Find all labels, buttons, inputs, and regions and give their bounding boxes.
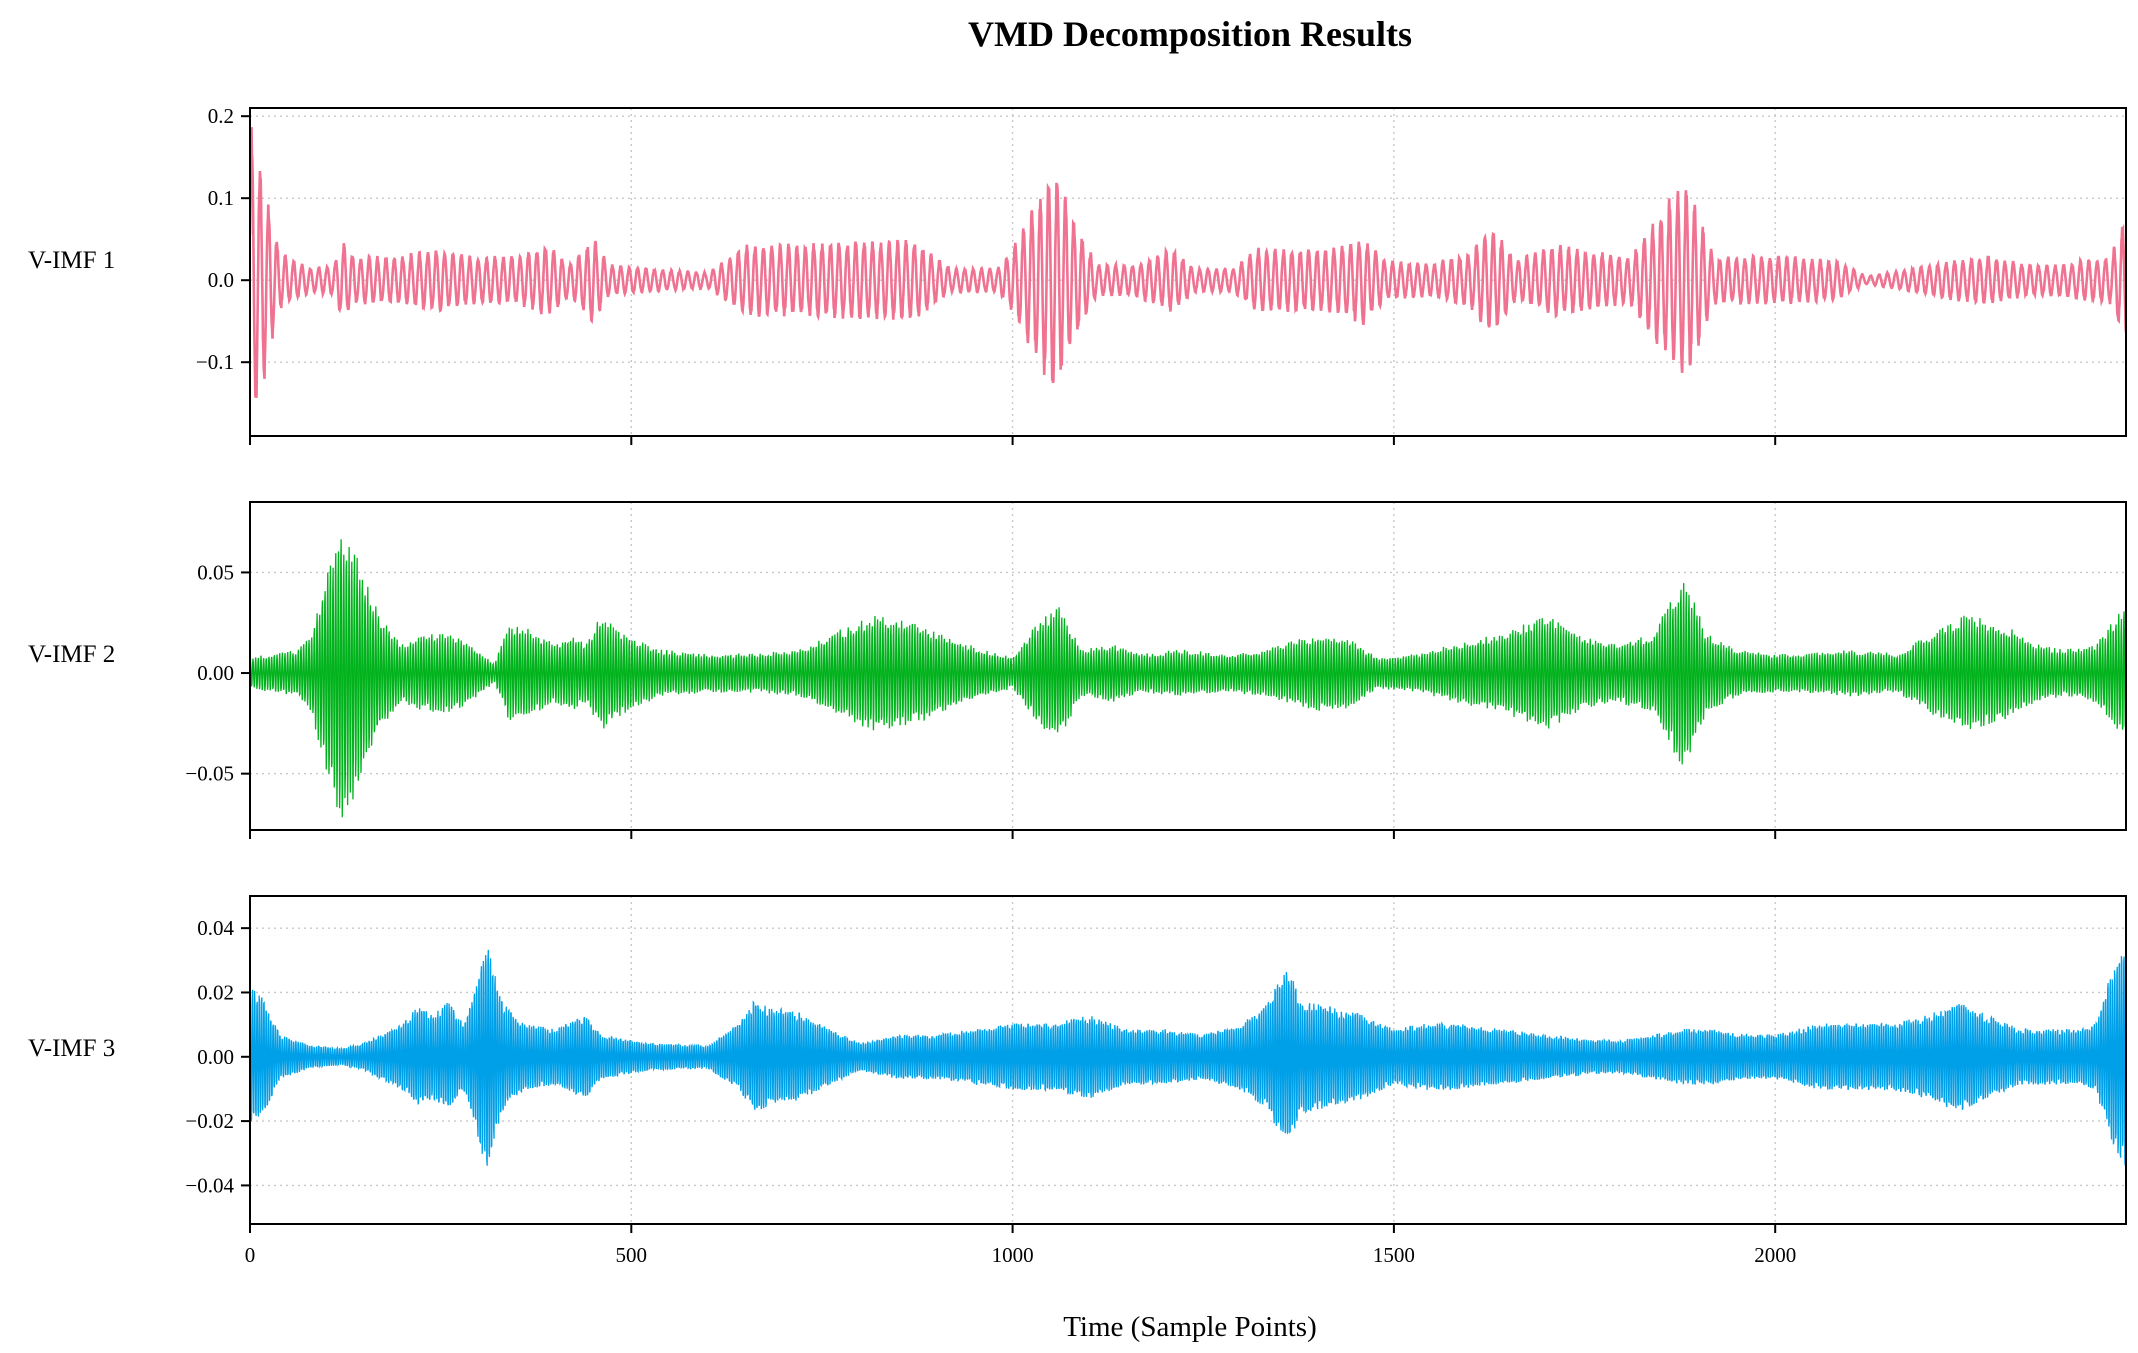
panel-3: 0.04 0.02 0.00 −0.02 −0.04 V-IMF 3 — [28, 895, 2127, 1233]
chart-title: VMD Decomposition Results — [968, 14, 1412, 54]
x-tick-label: 0 — [245, 1243, 256, 1267]
y-tick-label: 0.00 — [197, 661, 234, 685]
x-tick-label: 1000 — [992, 1243, 1034, 1267]
panel-ylabel: V-IMF 3 — [28, 1035, 115, 1062]
y-tick-label: 0.0 — [208, 268, 234, 292]
panel-ylabel: V-IMF 1 — [28, 247, 115, 274]
panel-1: 0.2 0.1 0.0 −0.1 V-IMF 1 — [28, 104, 2127, 445]
y-tick-label: 0.1 — [208, 186, 234, 210]
x-tick-label: 500 — [616, 1243, 648, 1267]
panel-frame — [249, 895, 2127, 1225]
x-axis-ticks: 0 500 1000 1500 2000 — [245, 1243, 1796, 1267]
imf-signal-line — [250, 539, 2126, 818]
imf-signal-line — [250, 127, 2126, 398]
panel-frame — [249, 501, 2127, 831]
panels-group: 0.2 0.1 0.0 −0.1 V-IMF 1 0.05 0.00 −0.05 V-IMF 2… — [28, 104, 2127, 1233]
y-tick-label: 0.04 — [197, 916, 234, 940]
y-tick-label: −0.05 — [185, 762, 234, 786]
x-tick-label: 1500 — [1373, 1243, 1415, 1267]
panel-2: 0.05 0.00 −0.05 V-IMF 2 — [28, 501, 2127, 839]
y-tick-label: −0.02 — [185, 1109, 234, 1133]
x-axis-label: Time (Sample Points) — [1063, 1311, 1317, 1343]
y-tick-label: 0.02 — [197, 980, 234, 1004]
imf-signal-line — [250, 949, 2126, 1166]
y-tick-label: 0.00 — [197, 1045, 234, 1069]
y-tick-label: 0.05 — [197, 560, 234, 584]
y-tick-label: −0.04 — [185, 1173, 234, 1197]
panel-ylabel: V-IMF 2 — [28, 641, 115, 668]
y-tick-label: −0.1 — [196, 350, 234, 374]
x-tick-label: 2000 — [1754, 1243, 1796, 1267]
panel-frame — [249, 107, 2127, 437]
y-tick-label: 0.2 — [208, 104, 234, 128]
